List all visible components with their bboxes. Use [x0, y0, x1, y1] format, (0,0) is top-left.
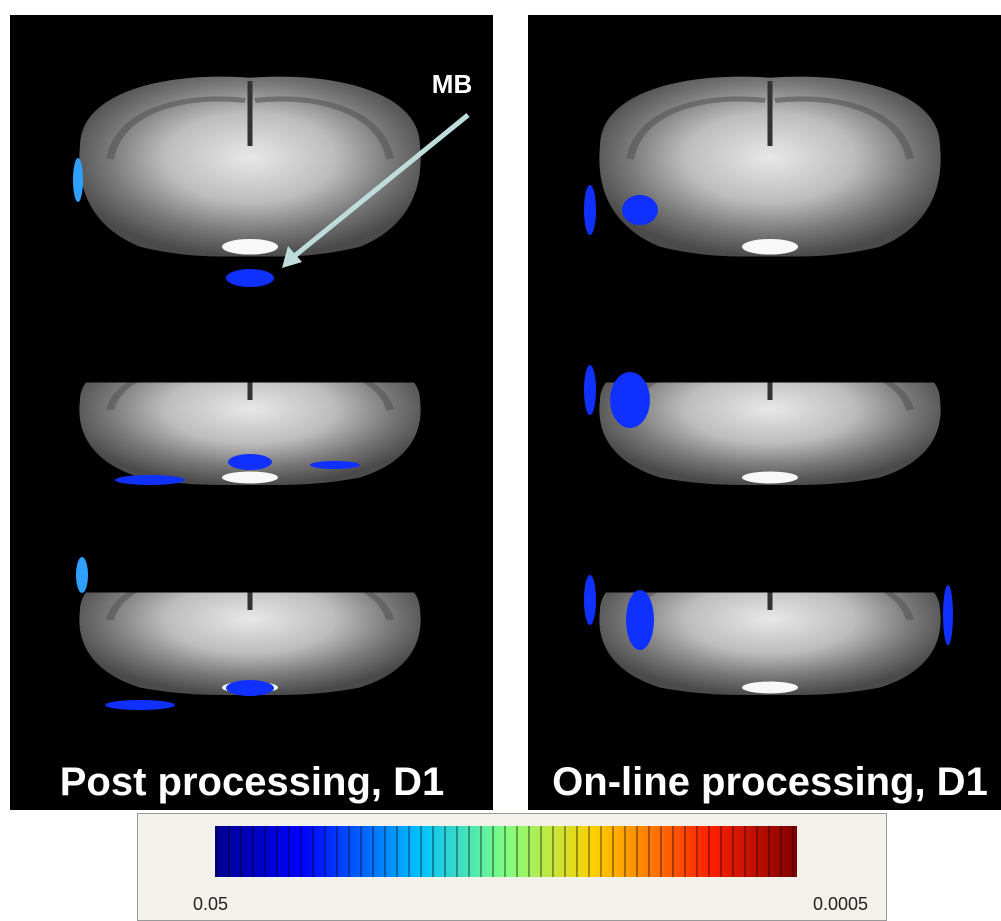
colorbar-stripes	[215, 826, 797, 877]
figure: MB Post processing, D1 On-line processin…	[0, 0, 1001, 921]
panel-label: On-line processing, D1	[552, 760, 988, 804]
panel-label: Post processing, D1	[60, 760, 445, 804]
colorbar-min-label: 0.05	[193, 894, 228, 914]
slices	[79, 77, 940, 695]
colorbar-max-label: 0.0005	[813, 894, 868, 914]
annotation: MB	[432, 69, 472, 99]
